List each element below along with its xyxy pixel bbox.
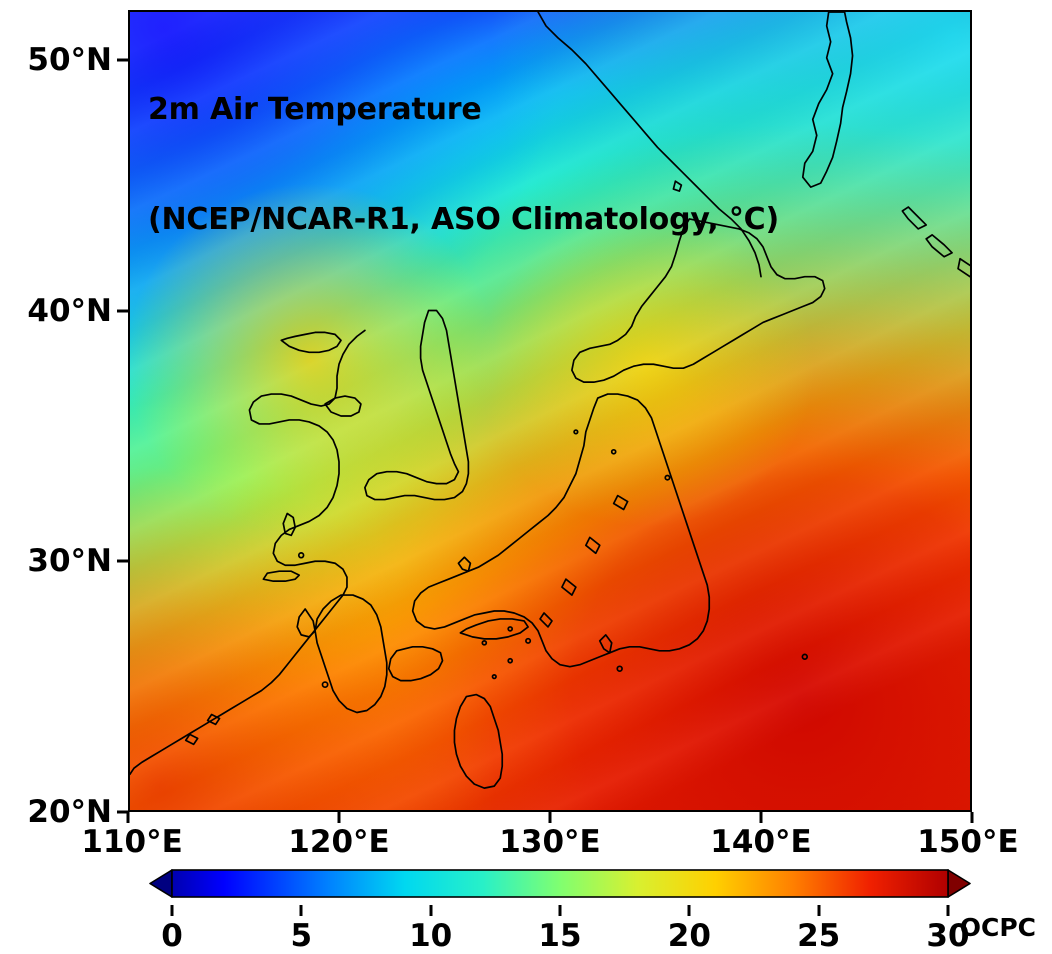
y-tick-label-30°N: 30°N — [27, 543, 112, 580]
ocpc-watermark: OCPC — [959, 913, 1036, 942]
colorbar-extend-right — [947, 869, 971, 898]
colorbar: 0 5 10 15 20 25 30 — [0, 862, 1052, 954]
coastline-korea — [364, 309, 470, 501]
coastline-shikoku — [387, 645, 444, 682]
coastline-izu-bonin-2 — [573, 429, 579, 435]
coastline-seto-islet-2 — [507, 626, 514, 632]
colorbar-extend-left — [149, 869, 173, 898]
coastline-izu-island — [616, 665, 623, 672]
y-tick-label-40°N: 40°N — [27, 292, 112, 329]
colorbar-label-20: 20 — [667, 918, 711, 954]
coastline-bohai-north — [280, 331, 342, 354]
x-tick-label-120°E: 120°E — [288, 824, 390, 860]
x-tick-140°E — [759, 812, 763, 823]
coastline-ryukyu-2 — [561, 578, 577, 596]
coastline-kuril-3 — [957, 257, 970, 278]
coastline-daito — [664, 474, 671, 481]
colorbar-label-15: 15 — [538, 918, 582, 954]
y-tick-label-20°N: 20°N — [27, 794, 112, 830]
colorbar-tick-5 — [299, 905, 303, 916]
x-tick-label-150°E: 150°E — [917, 824, 1019, 860]
x-tick-130°E — [548, 812, 552, 823]
coastline-ryukyu-1 — [584, 536, 601, 555]
colorbar-label-0: 0 — [161, 918, 183, 954]
coastline-ryukyu-3 — [539, 612, 553, 628]
coastline-shandong — [324, 395, 362, 417]
x-tick-150°E — [970, 812, 974, 823]
coastline-ryukyu-4 — [612, 494, 629, 511]
x-tick-110°E — [126, 812, 130, 823]
colorbar-label-30: 30 — [926, 918, 970, 954]
coastline-ogasawara — [801, 653, 809, 661]
coastline-kyushu-west — [296, 608, 316, 638]
colorbar-tick-15 — [558, 905, 562, 916]
chart-title-line2: (NCEP/NCAR-R1, ASO Climatology, °C) — [148, 202, 779, 238]
colorbar-label-25: 25 — [797, 918, 841, 954]
colorbar-tick-20 — [687, 905, 691, 916]
temperature-field — [130, 12, 970, 810]
colorbar-tick-10 — [429, 905, 433, 916]
coastline-tsushima — [282, 512, 297, 537]
colorbar-body: 0 5 10 15 20 25 30 — [149, 869, 971, 954]
colorbar-tick-30 — [946, 905, 950, 916]
coastline-izu — [598, 634, 613, 654]
y-tick-40°N — [117, 309, 128, 313]
coastline-ryukyu-islet-1 — [525, 637, 532, 644]
x-tick-label-130°E: 130°E — [499, 824, 601, 860]
map-canvas — [130, 12, 970, 810]
colorbar-tick-25 — [817, 905, 821, 916]
coastline-kuril-2 — [925, 234, 953, 258]
coastline-kyushu-islet — [321, 681, 329, 689]
coastline-seto-islet-1 — [481, 640, 488, 646]
coastline-noto — [457, 556, 472, 573]
coastline-cheju — [262, 570, 301, 582]
colorbar-gradient — [171, 869, 949, 898]
coastline-fujian-islet-1 — [206, 713, 221, 726]
coastline-sakhalin — [801, 12, 854, 188]
chart-title: 2m Air Temperature (NCEP/NCAR-R1, ASO Cl… — [148, 18, 779, 313]
x-tick-label-140°E: 140°E — [710, 824, 812, 860]
colorbar-canvas — [149, 869, 971, 898]
colorbar-label-10: 10 — [409, 918, 453, 954]
coastline-iki — [297, 552, 305, 559]
coastline-hokkaido-islet — [672, 180, 683, 192]
coastline-seto-islands — [459, 618, 529, 640]
coastline-taiwan — [453, 693, 504, 789]
coastline-amur-primorye — [537, 12, 762, 278]
coastlines — [130, 12, 970, 789]
coastline-kuril-1 — [901, 206, 928, 230]
coastline-ryukyu-islet-3 — [491, 674, 497, 680]
coastline-hokkaido — [571, 218, 826, 383]
colorbar-tick-0 — [170, 905, 174, 916]
coastline-kyushu — [314, 594, 388, 714]
y-tick-50°N — [117, 58, 128, 62]
coastline-fujian-islet-2 — [184, 733, 199, 746]
coastline-ryukyu-islet-2 — [507, 657, 514, 664]
coastline-honshu — [411, 393, 711, 668]
coastline-china-se — [130, 594, 344, 776]
y-tick-label-50°N: 50°N — [27, 42, 112, 79]
x-tick-120°E — [337, 812, 341, 823]
y-tick-20°N — [117, 810, 128, 814]
colorbar-label-5: 5 — [290, 918, 313, 954]
y-tick-30°N — [117, 559, 128, 563]
x-tick-label-110°E: 110°E — [81, 824, 183, 860]
coastline-izu-bonin-1 — [610, 448, 617, 455]
chart-title-line1: 2m Air Temperature — [148, 91, 482, 127]
map-panel — [128, 10, 972, 812]
